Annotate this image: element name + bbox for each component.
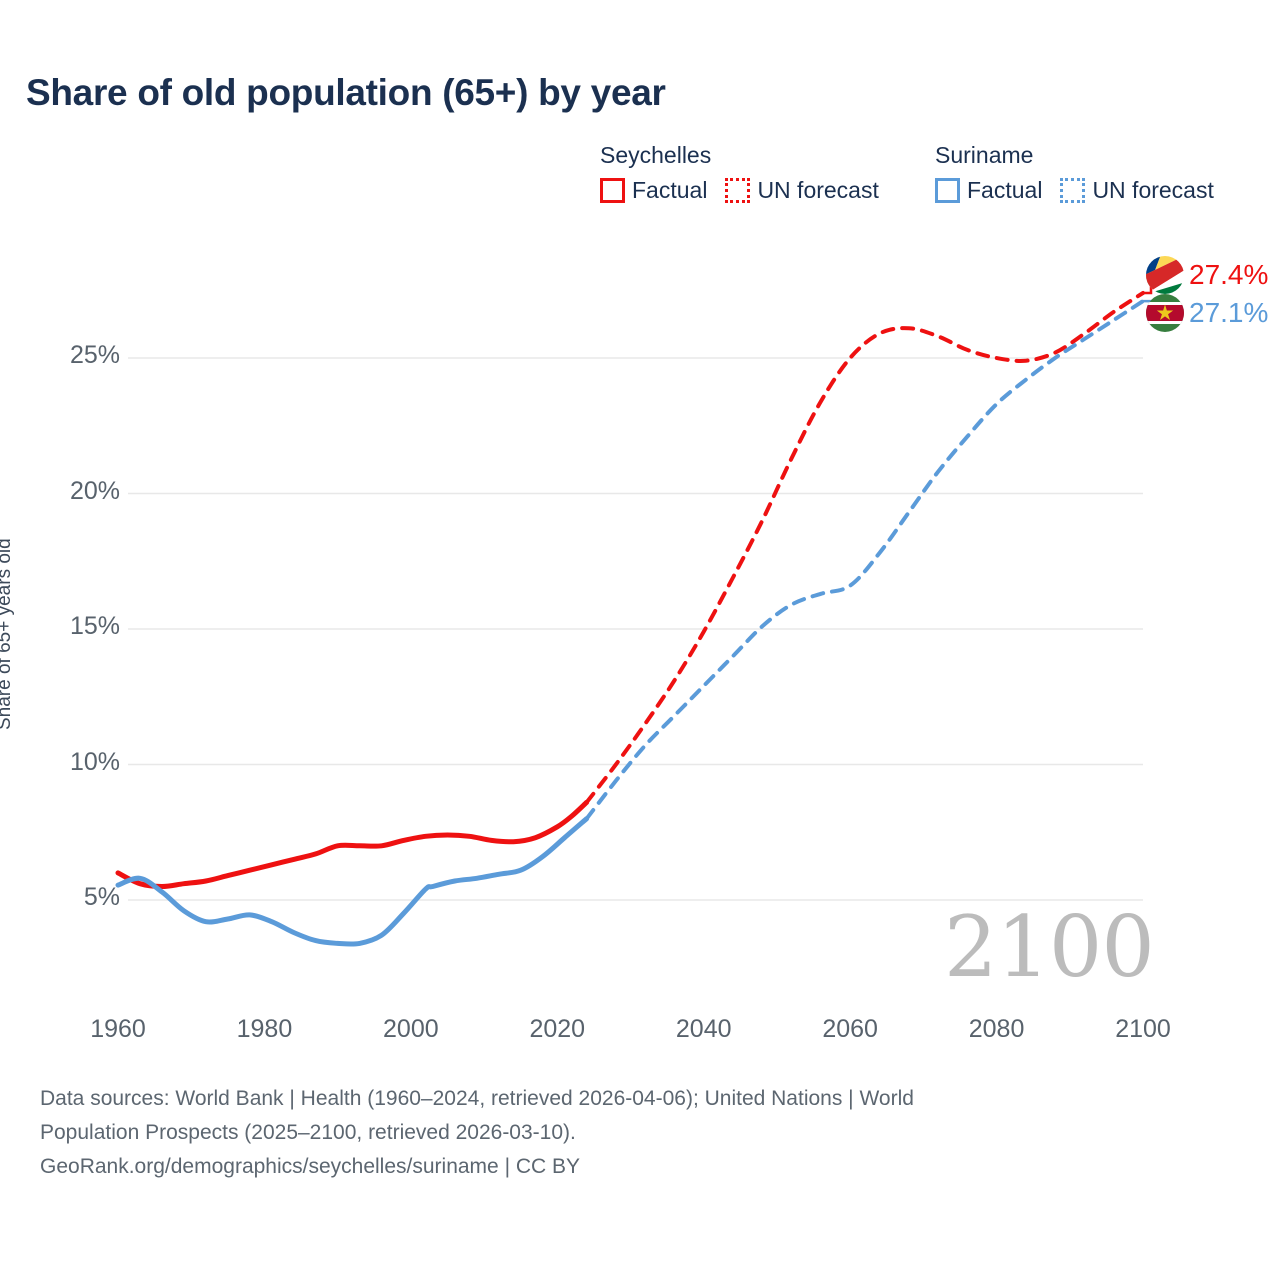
suriname-flag-icon [1146,294,1184,332]
gridlines [128,357,1143,901]
legend-item-label: UN forecast [757,177,879,203]
series-lines [115,291,1145,947]
x-axis-tick-label: 2080 [968,1015,1025,1043]
legend-swatch-dotted-icon [725,178,751,203]
legend-item-suriname-forecast[interactable]: UN forecast [1060,177,1214,204]
legend-item-seychelles-factual[interactable]: Factual [600,177,707,204]
line-seychelles-factual [115,799,590,889]
footer-line-2: Population Prospects (2025–2100, retriev… [40,1121,576,1144]
end-label-suriname: 27.1% [1146,294,1268,332]
line-seychelles-forecast [584,291,1145,805]
line-suriname-forecast [584,299,1145,821]
legend-group-title: Seychelles [600,142,712,168]
page-title: Share of old population (65+) by year [26,72,666,113]
x-axis-tick-label: 2060 [822,1015,878,1043]
end-label-value: 27.1% [1189,297,1269,328]
y-axis-tick-label: 10% [69,747,120,776]
legend-item-label: Factual [632,177,708,203]
y-axis-tick-label: 20% [69,476,120,505]
legend-item-seychelles-forecast[interactable]: UN forecast [725,177,879,204]
legend-swatch-solid-icon [600,178,625,203]
legend-item-suriname-factual[interactable]: Factual [935,177,1042,204]
x-axis-tick-label: 1960 [90,1015,146,1043]
legend-item-label: UN forecast [1092,177,1214,203]
chart-legend: Seychelles Factual UN forecast Suriname … [600,142,1260,218]
legend-group-suriname: Suriname Factual UN forecast [935,142,1214,204]
y-axis-ticks: 5% 10% 15% 20% 25% [0,0,120,1000]
watermark-year: 2100 [944,898,1155,996]
legend-group-title: Suriname [935,142,1034,168]
legend-item-label: Factual [967,177,1043,203]
legend-group-seychelles: Seychelles Factual UN forecast [600,142,879,204]
x-axis-tick-label: 2040 [675,1015,732,1043]
x-axis-tick-label: 2100 [1115,1015,1171,1043]
footer-sources: Data sources: World Bank | Health (1960–… [40,1082,1190,1184]
legend-swatch-solid-icon [935,178,960,203]
line-suriname-factual [115,816,590,947]
y-axis-tick-label: 15% [69,612,120,640]
x-axis-tick-label: 2020 [529,1015,586,1043]
end-label-seychelles: 27.4% [1146,256,1268,294]
x-axis-tick-label: 2000 [383,1015,439,1043]
end-label-value: 27.4% [1189,259,1269,290]
legend-swatch-dotted-icon [1060,178,1086,203]
y-axis-tick-label: 5% [83,883,120,911]
seychelles-flag-icon [1146,256,1184,294]
x-axis-tick-label: 1980 [236,1015,293,1043]
y-axis-tick-label: 25% [69,341,120,369]
footer-line-3[interactable]: GeoRank.org/demographics/seychelles/suri… [40,1155,581,1178]
footer-line-1: Data sources: World Bank | Health (1960–… [40,1087,914,1110]
